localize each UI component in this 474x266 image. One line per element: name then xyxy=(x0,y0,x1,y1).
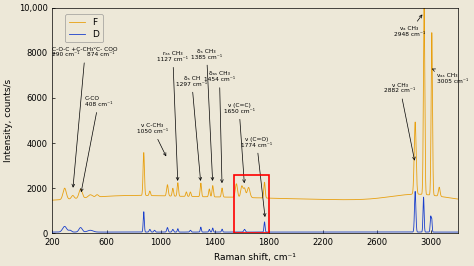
Text: ν C-CH₃
1050 cm⁻¹: ν C-CH₃ 1050 cm⁻¹ xyxy=(137,123,168,156)
F xyxy=(242,186,247,189)
F xyxy=(310,198,316,201)
Y-axis label: Intensity, counts/s: Intensity, counts/s xyxy=(4,79,13,162)
D xyxy=(310,230,316,234)
Text: ν CH₃
2882 cm⁻¹: ν CH₃ 2882 cm⁻¹ xyxy=(384,83,416,160)
D xyxy=(429,218,435,222)
Text: νₐ CH₃
2948 cm⁻¹: νₐ CH₃ 2948 cm⁻¹ xyxy=(394,15,425,37)
F xyxy=(50,198,55,202)
X-axis label: Raman shift, cm⁻¹: Raman shift, cm⁻¹ xyxy=(214,253,296,262)
D xyxy=(340,230,346,234)
D xyxy=(456,230,461,234)
Line: D: D xyxy=(53,192,458,232)
F xyxy=(295,197,301,201)
Text: rₐₛ CH₃
1127 cm⁻¹: rₐₛ CH₃ 1127 cm⁻¹ xyxy=(157,51,188,180)
D xyxy=(50,230,55,234)
Text: C-CO
408 cm⁻¹: C-CO 408 cm⁻¹ xyxy=(81,96,112,192)
Text: νₐₛ CH₃
3005 cm⁻¹: νₐₛ CH₃ 3005 cm⁻¹ xyxy=(432,69,468,84)
F xyxy=(340,198,346,201)
Text: ν (C=C)
1650 cm⁻¹: ν (C=C) 1650 cm⁻¹ xyxy=(224,103,255,182)
D xyxy=(151,230,156,233)
Bar xyxy=(234,175,269,234)
Text: δₛ CH
1297 cm⁻¹: δₛ CH 1297 cm⁻¹ xyxy=(176,76,207,180)
Text: δₛ CH₃
1385 cm⁻¹: δₛ CH₃ 1385 cm⁻¹ xyxy=(191,49,222,180)
Text: ν (C=O)
1774 cm⁻¹: ν (C=O) 1774 cm⁻¹ xyxy=(241,137,272,216)
F xyxy=(429,33,435,36)
D xyxy=(111,230,117,234)
Text: δₐₛ CH₃
1454 cm⁻¹: δₐₛ CH₃ 1454 cm⁻¹ xyxy=(204,71,235,182)
D xyxy=(242,228,247,231)
D xyxy=(412,190,418,193)
Line: F: F xyxy=(53,8,458,200)
F xyxy=(151,194,156,197)
Text: C-O-C +C-CH₃ᵛC- COO
290 cm⁻¹    874 cm⁻¹: C-O-C +C-CH₃ᵛC- COO 290 cm⁻¹ 874 cm⁻¹ xyxy=(53,47,118,187)
F xyxy=(421,6,427,9)
Legend: F, D: F, D xyxy=(65,14,103,42)
F xyxy=(456,197,461,201)
D xyxy=(295,230,301,234)
